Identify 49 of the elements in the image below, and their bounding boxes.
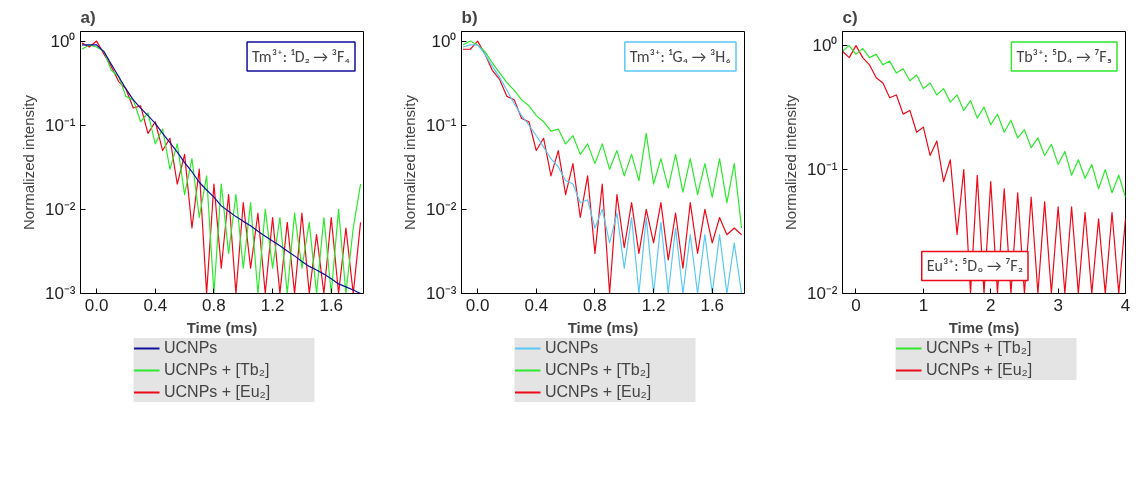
legend-label: UCNPs <box>164 338 219 358</box>
x-axis-title: Time (ms) <box>948 318 1020 336</box>
x-tick-label: 4 <box>1120 295 1131 315</box>
y-tick-label: 10⁻¹ <box>425 115 457 135</box>
legend-label: UCNPs + [Eu₂] <box>926 360 1034 380</box>
legend-label: UCNPs <box>545 338 600 358</box>
annotation: Tm³⁺: ¹D₂ → ³F₄ <box>252 46 351 66</box>
x-axis-title: Time (ms) <box>186 318 258 336</box>
line-series <box>842 45 1126 198</box>
x-tick-label: 0.4 <box>524 295 549 315</box>
y-tick-label: 10⁻¹ <box>806 160 838 180</box>
x-tick-label: 0.4 <box>143 295 168 315</box>
x-axis-title: Time (ms) <box>567 318 639 336</box>
legend-label: UCNPs + [Tb₂] <box>545 360 652 380</box>
y-axis-title: Normalized intensity <box>19 94 37 231</box>
x-tick-label: 3 <box>1053 295 1063 315</box>
y-tick-label: 10⁻³ <box>425 284 457 303</box>
y-tick-label: 10⁻¹ <box>44 115 76 135</box>
x-tick-label: 1.6 <box>700 295 725 315</box>
chart-title: c) <box>842 7 858 27</box>
chart-title: a) <box>80 7 96 27</box>
x-tick-label: 0.8 <box>583 295 607 315</box>
legend-label: UCNPs + [Tb₂] <box>926 338 1033 358</box>
line-series <box>462 40 743 229</box>
y-axis-title: Normalized intensity <box>781 94 799 231</box>
y-tick-label: 10⁰ <box>50 31 76 51</box>
x-tick-label: 1.6 <box>319 295 344 315</box>
annotation: Eu³⁺: ⁵D₀ → ⁷F₂ <box>926 256 1024 276</box>
y-tick-label: 10⁻² <box>425 199 457 219</box>
x-tick-label: 2 <box>986 295 996 315</box>
y-tick-label: 10⁰ <box>812 36 838 56</box>
annotation: Tm³⁺: ¹G₄ → ³H₆ <box>629 46 732 66</box>
y-axis-title: Normalized intensity <box>400 94 418 231</box>
y-tick-label: 10⁻² <box>806 284 838 303</box>
annotation: Tb³⁺: ⁵D₄ → ⁷F₅ <box>1016 46 1113 66</box>
x-tick-label: 1 <box>918 295 929 315</box>
legend-label: UCNPs + [Eu₂] <box>164 382 272 402</box>
x-tick-label: 1.2 <box>260 295 285 315</box>
x-tick-label: 0.8 <box>202 295 226 315</box>
chart-title: b) <box>461 7 478 27</box>
x-tick-label: 0 <box>851 295 861 315</box>
y-tick-label: 10⁰ <box>431 31 457 51</box>
x-tick-label: 0.0 <box>465 295 490 315</box>
legend-label: UCNPs + [Eu₂] <box>545 382 653 402</box>
x-tick-label: 0.0 <box>84 295 109 315</box>
y-tick-label: 10⁻³ <box>44 284 76 303</box>
x-tick-label: 1.2 <box>641 295 666 315</box>
legend-label: UCNPs + [Tb₂] <box>164 360 271 380</box>
y-tick-label: 10⁻² <box>44 199 76 219</box>
